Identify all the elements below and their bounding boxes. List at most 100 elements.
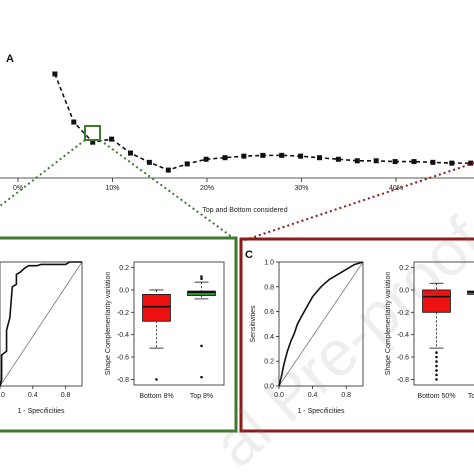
- panel-a-line: [54, 73, 474, 171]
- panel-c-roc-y-tick-label: 0.4: [264, 334, 274, 341]
- panel-a-point: [430, 159, 436, 165]
- panel-c-box-outlier: [435, 364, 438, 368]
- panel-c-roc-y-tick-label: 0.0: [264, 384, 274, 391]
- panel-b-roc-xlabel: 1 - Specificities: [17, 408, 65, 415]
- panel-a-series: [52, 71, 474, 173]
- panel-b-box-y-tick-label: -0.4: [117, 332, 129, 339]
- panel-c-box-outlier: [435, 355, 438, 359]
- panel-b-box-y-tick-label: 0.2: [119, 265, 129, 272]
- panel-c-box-y-tick-label: -0.4: [397, 332, 409, 339]
- panel-b-box-category-label: Top 8%: [190, 393, 213, 400]
- panel-b-roc-x-tick-label: 0.8: [61, 392, 71, 399]
- panel-b-box-ylabel: Shape Complementarity variation: [105, 272, 112, 376]
- panel-b-roc-x-tick-label: 0.0: [0, 392, 5, 399]
- panel-c-roc-y-tick-label: 1.0: [264, 260, 274, 267]
- highlight-box: [84, 125, 101, 141]
- panel-b-box-category-label: Bottom 8%: [139, 393, 173, 400]
- panel-a: A 0% 10% 20% 30% 40% Top and Bottom consider…: [0, 53, 474, 214]
- panel-b-frame: [0, 236, 238, 433]
- panel-b-box-box: [187, 290, 216, 296]
- panel-a-tick-label: 20%: [200, 185, 214, 192]
- panel-b-box-y-tick-label: -0.8: [117, 377, 129, 384]
- panel-b-box-outlier: [155, 378, 158, 381]
- panel-b-roc-x-tick-label: 0.4: [28, 392, 38, 399]
- panel-a-point: [128, 150, 133, 156]
- panel-b-box-outlier: [200, 375, 203, 379]
- panel-b-roc: 0.0 0.4 0.8 1 - Specificities: [0, 261, 83, 415]
- panel-c-frame: [239, 237, 474, 433]
- panel-a-point: [392, 159, 398, 165]
- panel-c-roc-diagonal: [278, 261, 364, 387]
- panel-a-point: [298, 153, 304, 159]
- panel-c-roc-x-tick-label: 0.0: [274, 392, 284, 399]
- connector-c: [244, 162, 474, 241]
- panel-b-box-y-tick-label: -0.6: [117, 355, 129, 362]
- panel-c-roc-y-tick-label: 0.8: [264, 284, 274, 291]
- panel-c-roc: 0.0 0.4 0.8 1 - Specificities 0.0 0.2 0.4 0.6 0.…: [250, 260, 364, 415]
- panel-c-roc-ylabel: Sensitivities: [250, 305, 257, 342]
- panel-c-box-outlier: [435, 351, 438, 354]
- panel-c-box-outlier: [435, 360, 438, 363]
- connector-b-left: [0, 139, 86, 207]
- panel-c-box-y-tick-label: 0.0: [399, 287, 409, 294]
- panel-b-box-box: [142, 294, 171, 322]
- panel-a-point: [52, 71, 58, 77]
- panel-b-box-outlier: [200, 344, 203, 348]
- panel-a-tick-label: 10%: [105, 185, 119, 192]
- panel-a-xlabel: Top and Bottom considered: [202, 207, 287, 214]
- panel-c-box-y-tick-label: 0.2: [399, 265, 409, 272]
- panel-b-box-outlier: [200, 277, 203, 281]
- panel-c-roc-plot-frame: [278, 261, 364, 387]
- panel-c-roc-y-tick-label: 0.2: [264, 359, 274, 366]
- connector-b-right: [99, 139, 233, 238]
- panel-a-point: [279, 152, 285, 158]
- panel-c-box-category-label: Top 50%: [468, 393, 474, 400]
- panel-c-box-plot-frame: [413, 261, 474, 386]
- panel-a-tick-label: 40%: [389, 185, 403, 192]
- panel-a-point: [354, 158, 360, 164]
- panel-a-point: [71, 119, 77, 125]
- panel-b-box-outlier: [200, 275, 203, 278]
- panel-c-roc-x-tick-label: 0.8: [341, 392, 351, 399]
- panel-a-point: [260, 152, 266, 158]
- panel-c-roc-curve: [278, 261, 364, 387]
- panel-b-box-plot-frame: [133, 261, 225, 386]
- panel-c-box-outlier: [435, 373, 438, 377]
- panel-c-letter: C: [245, 249, 253, 261]
- panel-a-point: [317, 155, 322, 161]
- panel-c-box-y-tick-label: -0.2: [397, 310, 409, 317]
- panel-a-point: [335, 156, 341, 162]
- panel-a-point: [184, 161, 190, 167]
- panel-c-roc-x-tick-label: 0.4: [308, 392, 318, 399]
- panel-a-x-ticks: 0% 10% 20% 30% 40%: [13, 178, 403, 192]
- panel-a-point: [90, 139, 96, 145]
- panel-c-boxplot: 0.2 0.0 -0.2 -0.4 -0.6 -0.8 Shape Complementar…: [385, 261, 474, 400]
- panel-a-point: [411, 159, 417, 165]
- panel-c-box-ylabel: Shape Complementarity variation: [385, 272, 392, 376]
- panel-b-roc-curve: [0, 261, 82, 387]
- panel-a-point: [468, 160, 474, 166]
- panel-a-point: [241, 153, 247, 159]
- panel-a-letter: A: [6, 53, 14, 65]
- panel-a-point: [222, 155, 228, 161]
- panel-b-box-y-tick-label: -0.2: [117, 310, 129, 317]
- panel-c-box-y-tick-label: -0.6: [397, 355, 409, 362]
- panel-b-roc-plot-frame: [0, 261, 83, 387]
- panel-a-point: [373, 158, 379, 164]
- panel-c-box-outlier: [435, 369, 438, 372]
- panel-b-roc-diagonal: [0, 261, 83, 387]
- panel-c-box-y-tick-label: -0.8: [397, 377, 409, 384]
- panel-a-point: [165, 167, 171, 173]
- panel-b-box-y-tick-label: 0.0: [119, 287, 129, 294]
- panel-c-box-outlier: [435, 378, 438, 381]
- panel-c-roc-xlabel: 1 - Specificities: [297, 408, 345, 415]
- panel-a-tick-label: 0%: [13, 185, 23, 192]
- panel-a-point: [203, 156, 209, 162]
- panel-c-box-category-label: Bottom 50%: [417, 393, 455, 400]
- panel-a-tick-label: 30%: [294, 185, 308, 192]
- panel-b-boxplot: 0.2 0.0 -0.2 -0.4 -0.6 -0.8 Shape Complementar…: [105, 261, 225, 400]
- panel-c-box-box: [422, 289, 451, 313]
- panel-a-point: [109, 136, 115, 142]
- panel-a-point: [449, 160, 455, 166]
